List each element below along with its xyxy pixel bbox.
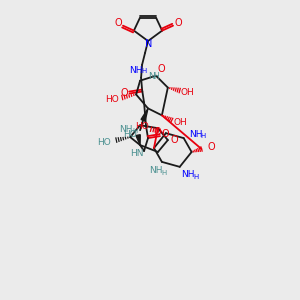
Text: NH: NH	[149, 166, 163, 175]
Text: H: H	[141, 68, 147, 74]
Text: H: H	[161, 170, 167, 176]
Text: O: O	[161, 129, 169, 139]
Text: O: O	[157, 64, 165, 74]
Text: N: N	[148, 72, 155, 81]
Text: HO: HO	[123, 130, 137, 139]
Text: H: H	[193, 174, 198, 180]
Text: NH: NH	[129, 66, 143, 75]
Text: H: H	[133, 128, 138, 134]
Text: HO: HO	[106, 95, 119, 104]
Text: H: H	[153, 72, 159, 81]
Text: NH: NH	[119, 125, 133, 134]
Text: HO: HO	[98, 138, 111, 147]
Polygon shape	[141, 108, 148, 121]
Text: NH: NH	[181, 170, 194, 179]
Text: N: N	[145, 39, 153, 49]
Text: O: O	[120, 88, 128, 98]
Text: OH: OH	[174, 118, 188, 127]
Text: O: O	[208, 142, 215, 152]
Text: NH: NH	[189, 130, 202, 139]
Text: O: O	[174, 18, 182, 28]
Text: O: O	[114, 18, 122, 28]
Text: OH: OH	[181, 88, 194, 97]
Text: HO: HO	[135, 122, 149, 131]
Text: H: H	[201, 133, 206, 139]
Text: HN: HN	[130, 149, 144, 158]
Text: O: O	[171, 135, 178, 145]
Text: O: O	[153, 127, 161, 137]
Polygon shape	[136, 135, 140, 145]
